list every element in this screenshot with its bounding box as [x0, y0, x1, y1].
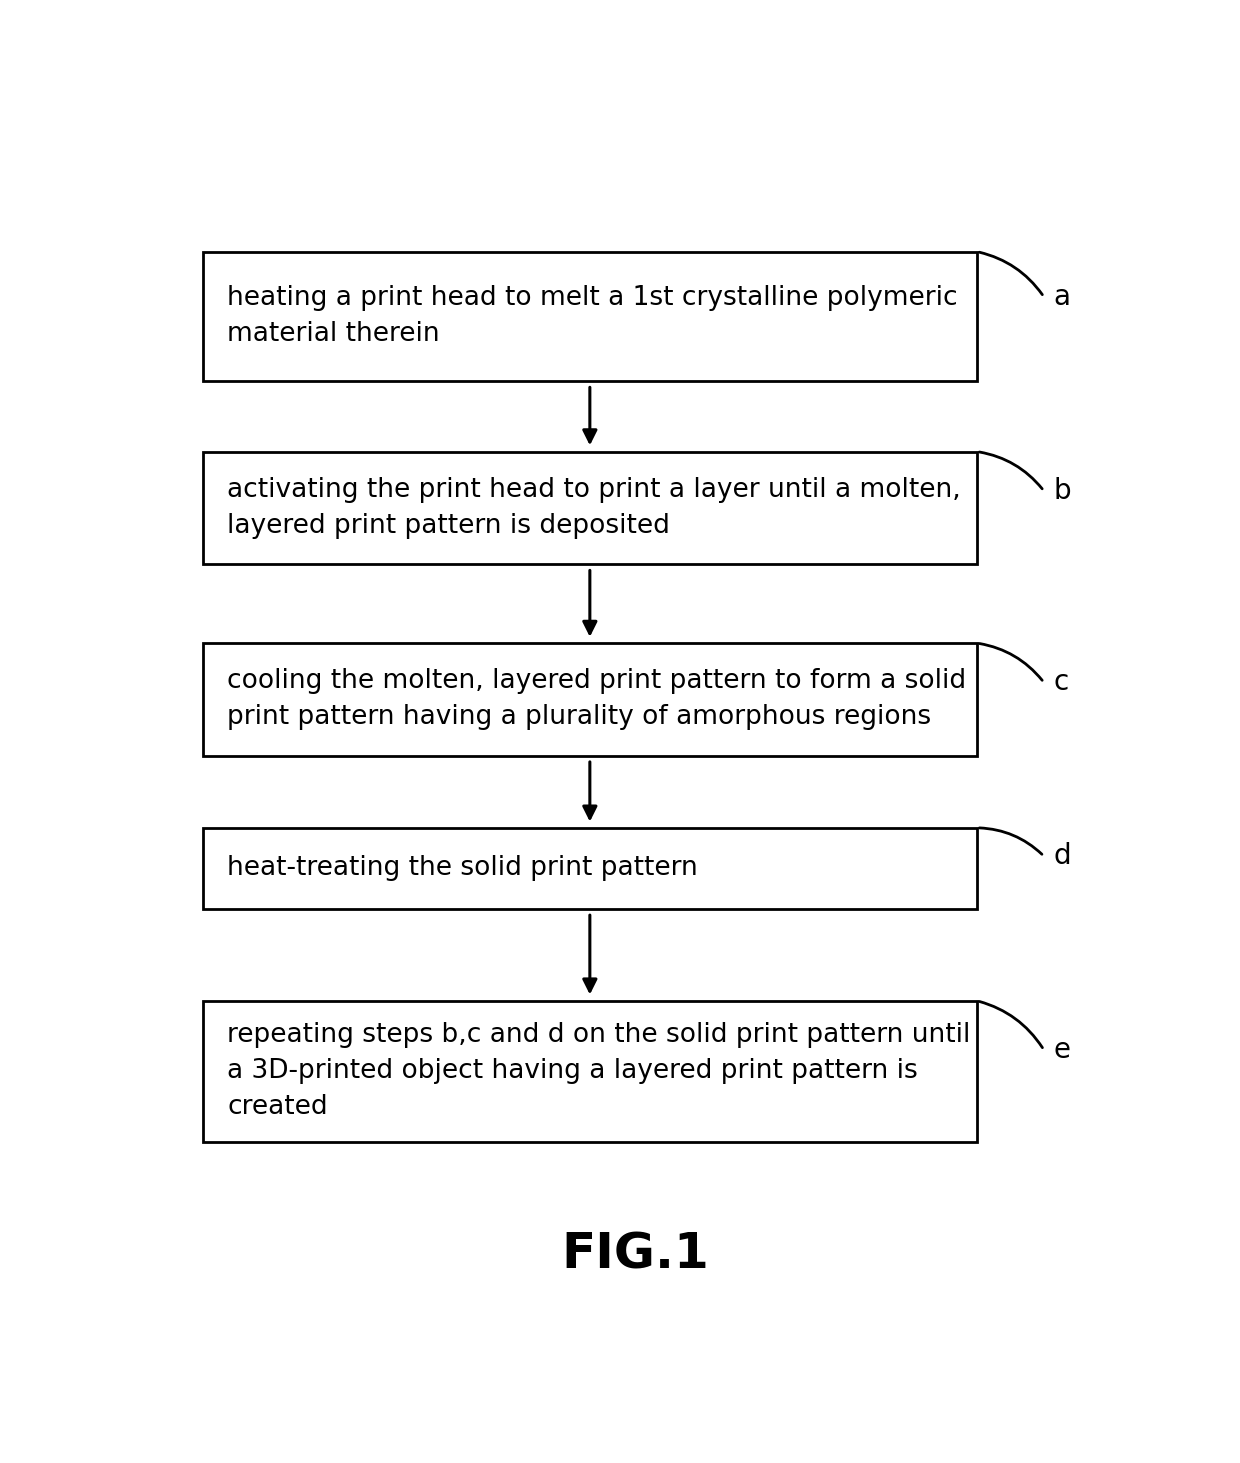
FancyBboxPatch shape — [203, 644, 977, 756]
Text: a: a — [1054, 282, 1070, 312]
Text: b: b — [1054, 477, 1071, 505]
Text: cooling the molten, layered print pattern to form a solid
print pattern having a: cooling the molten, layered print patter… — [227, 669, 966, 730]
Text: FIG.1: FIG.1 — [562, 1230, 709, 1279]
Text: e: e — [1054, 1036, 1070, 1064]
FancyBboxPatch shape — [203, 452, 977, 565]
FancyBboxPatch shape — [203, 1001, 977, 1141]
FancyBboxPatch shape — [203, 252, 977, 382]
Text: c: c — [1054, 669, 1069, 696]
Text: heat-treating the solid print pattern: heat-treating the solid print pattern — [227, 856, 698, 881]
Text: d: d — [1054, 843, 1071, 870]
FancyBboxPatch shape — [203, 828, 977, 909]
Text: activating the print head to print a layer until a molten,
layered print pattern: activating the print head to print a lay… — [227, 477, 961, 538]
Text: heating a print head to melt a 1st crystalline polymeric
material therein: heating a print head to melt a 1st cryst… — [227, 285, 957, 347]
Text: repeating steps b,c and d on the solid print pattern until
a 3D-printed object h: repeating steps b,c and d on the solid p… — [227, 1023, 971, 1121]
